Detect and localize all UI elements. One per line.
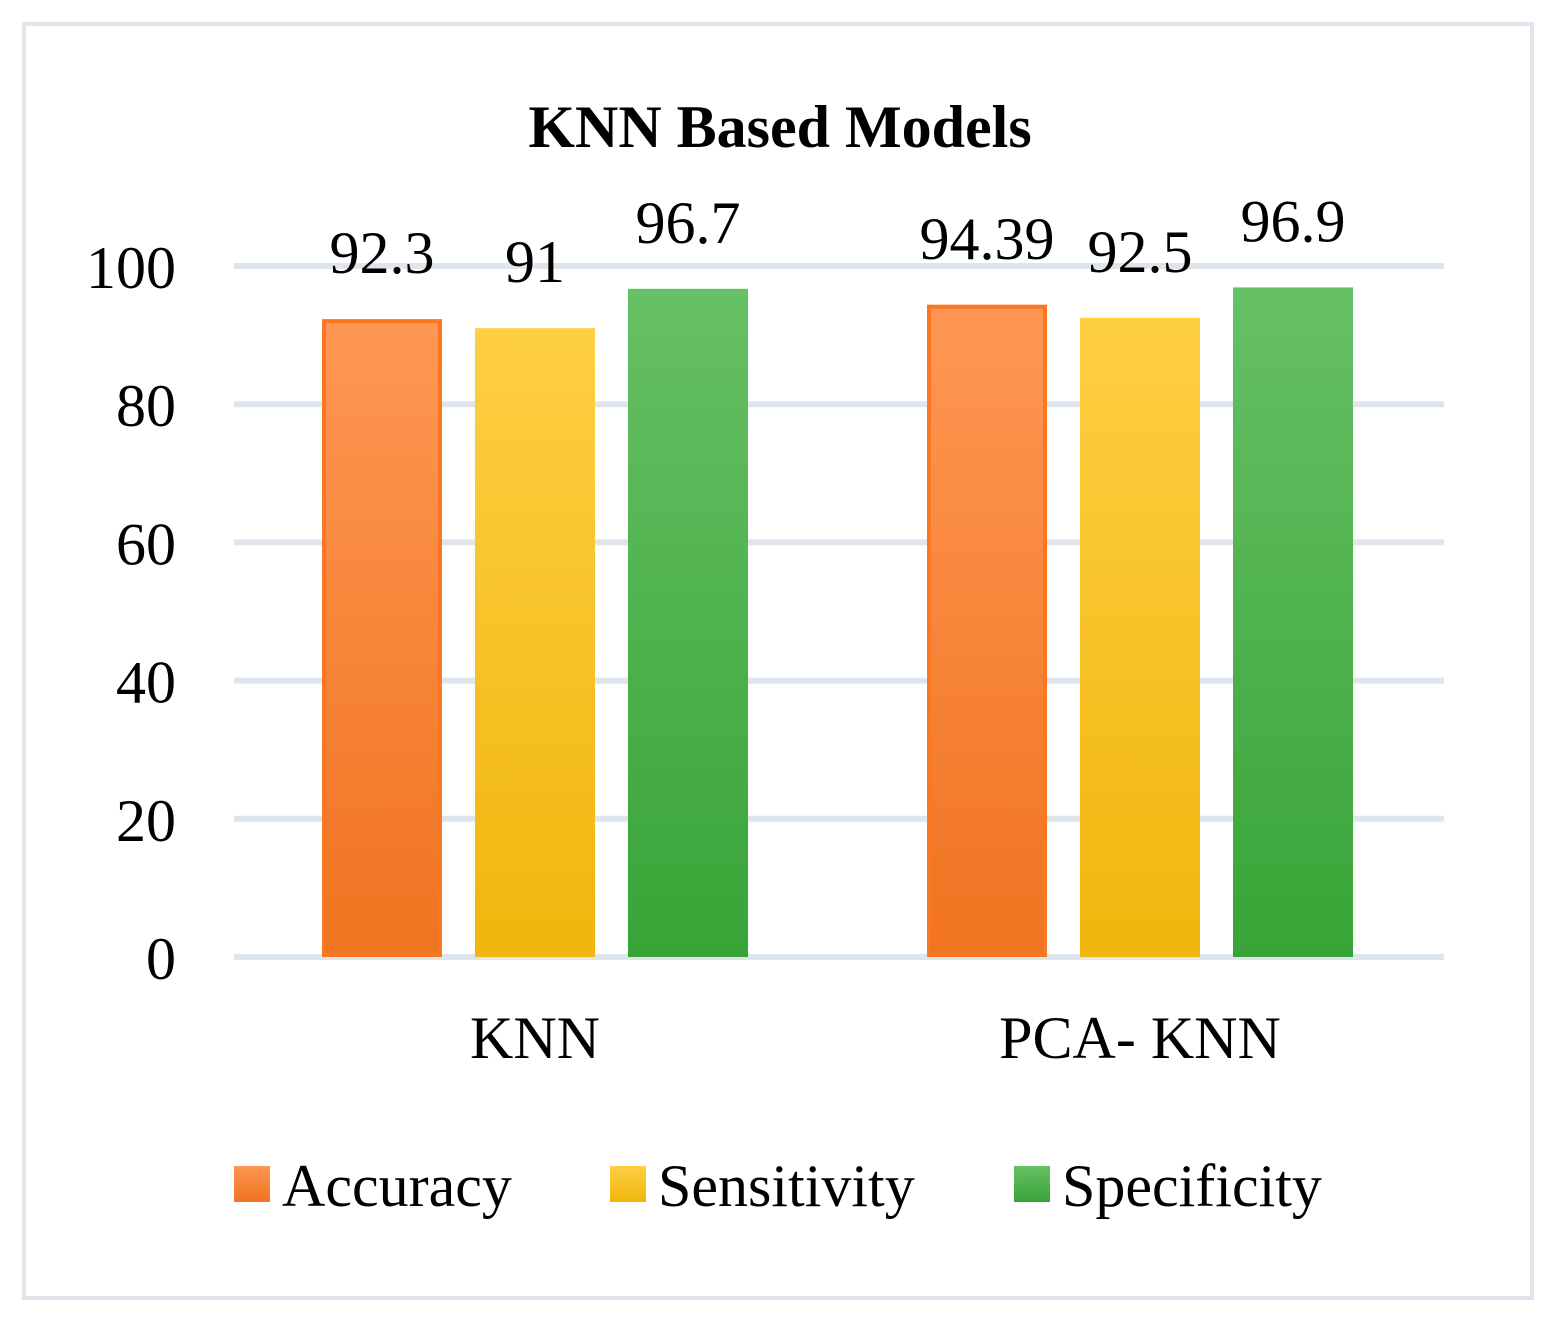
y-tick-label: 80 [116,373,176,439]
legend-label-specificity: Specificity [1062,1153,1322,1219]
data-label: 94.39 [920,206,1055,272]
bar-accuracy-pca-knn [927,304,1047,957]
data-label: 96.9 [1241,188,1346,254]
chart-title: KNN Based Models [528,94,1031,160]
legend-swatch-sensitivity [610,1166,646,1202]
legend-swatch-accuracy [234,1166,270,1202]
bar-outline [322,319,442,958]
y-tick-label: 100 [86,235,176,301]
data-label: 91 [505,229,565,295]
x-tick-label: PCA- KNN [999,1005,1281,1071]
legend-swatch-specificity [1014,1166,1050,1202]
data-label: 92.5 [1088,219,1193,285]
bar-specificity-knn [628,288,748,958]
bar-specificity-pca-knn [1233,287,1353,957]
legend-label-sensitivity: Sensitivity [658,1153,915,1219]
data-label: 92.3 [330,220,435,286]
data-label: 96.7 [636,190,741,256]
bar-accuracy-knn [322,319,442,957]
legend-label-accuracy: Accuracy [282,1153,512,1219]
x-tick-label: KNN [470,1005,600,1071]
y-tick-label: 40 [116,650,176,716]
y-tick-label: 60 [116,511,176,577]
bar-outline [927,304,1047,958]
y-tick-label: 20 [116,788,176,854]
bar-sensitivity-knn [475,328,595,957]
y-tick-label: 0 [146,926,176,992]
bar-sensitivity-pca-knn [1080,317,1200,957]
